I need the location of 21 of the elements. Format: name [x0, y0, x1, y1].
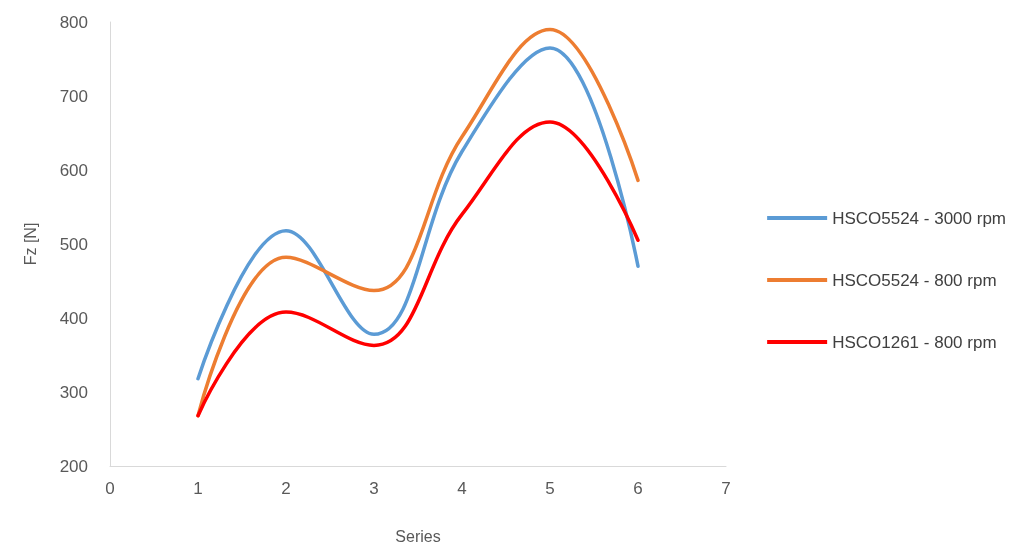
y-axis-title: Fz [N] [21, 222, 39, 266]
x-tick-label: 4 [457, 479, 467, 498]
legend-label: HSCO5524 - 800 rpm [832, 270, 997, 290]
x-tick-label: 7 [721, 479, 731, 498]
x-axis-title: Series [395, 527, 441, 545]
x-tick-label: 6 [633, 479, 643, 498]
x-tick-label: 5 [545, 479, 555, 498]
y-tick-label: 600 [59, 160, 88, 180]
y-tick-label: 800 [59, 12, 88, 32]
x-tick-label: 3 [369, 479, 379, 498]
y-tick-label: 300 [59, 382, 88, 402]
x-tick-label: 2 [281, 479, 291, 498]
line-series [196, 120, 640, 418]
x-tick-label: 1 [193, 479, 203, 498]
legend-label: HSCO5524 - 3000 rpm [832, 208, 1007, 228]
y-tick-label: 200 [59, 456, 88, 476]
x-tick-label: 0 [105, 479, 115, 498]
y-tick-label: 700 [59, 86, 88, 106]
y-tick-label: 400 [59, 308, 88, 328]
y-tick-label: 500 [59, 234, 88, 254]
legend-label: HSCO1261 - 800 rpm [832, 332, 997, 352]
